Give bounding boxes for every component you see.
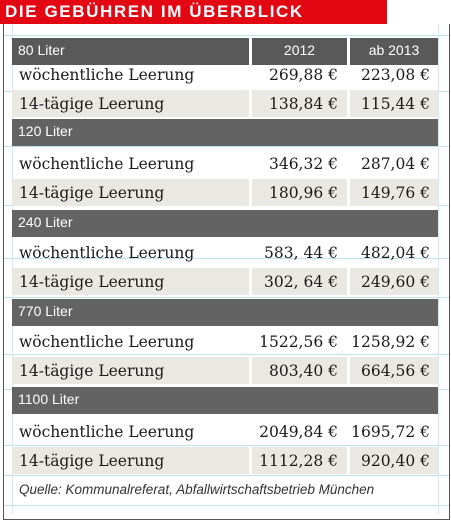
source-note: Quelle: Kommunalreferat, Abfallwirtschaf… (19, 482, 375, 497)
guide-line (4, 505, 449, 506)
guide-line (4, 35, 449, 36)
column-divider (347, 38, 350, 65)
column-divider (249, 90, 252, 117)
guide-line (4, 297, 449, 298)
group-header: 770 Liter (12, 299, 438, 326)
row-label: 14-tägige Leerung (19, 273, 165, 291)
value-2013: 482,04 € (360, 244, 430, 262)
value-2012: 138,84 € (268, 95, 338, 113)
table-row: 14-tägige Leerung 180,96 € 149,76 € (12, 179, 438, 206)
value-2013: 287,04 € (360, 155, 430, 173)
guide-line (4, 146, 449, 147)
value-2012: 2049,84 € (259, 423, 338, 441)
row-label: wöchentliche Leerung (19, 333, 195, 351)
table-row: 14-tägige Leerung 302, 64 € 249,60 € (12, 268, 438, 295)
row-label: wöchentliche Leerung (19, 244, 195, 262)
table-row: 14-tägige Leerung 138,84 € 115,44 € (12, 90, 438, 117)
group-header: 240 Liter (12, 210, 438, 237)
table-header: 80 Liter 2012 ab 2013 (12, 38, 438, 65)
header-2012: 2012 (283, 42, 316, 58)
table-frame (3, 24, 450, 520)
table-row: 14-tägige Leerung 1112,28 € 920,40 € (12, 447, 438, 474)
value-2012: 269,88 € (268, 66, 338, 84)
group-label: 770 Liter (18, 303, 73, 319)
value-2013: 223,08 € (360, 66, 430, 84)
column-divider (249, 38, 252, 65)
table-row: wöchentliche Leerung 346,32 € 287,04 € (12, 150, 438, 177)
value-2012: 1112,28 € (259, 452, 338, 470)
column-divider (347, 90, 350, 117)
row-label: wöchentliche Leerung (19, 66, 195, 84)
group-label: 1100 Liter (18, 391, 80, 407)
group-label: 120 Liter (18, 123, 73, 139)
table-row: wöchentliche Leerung 583, 44 € 482,04 € (12, 239, 438, 266)
guide-line (4, 445, 449, 446)
row-label: wöchentliche Leerung (19, 423, 195, 441)
value-2013: 149,76 € (360, 184, 430, 202)
row-label: 14-tägige Leerung (19, 452, 165, 470)
value-2012: 583, 44 € (264, 244, 338, 262)
page-title: DIE GEBÜHREN IM ÜBERBLICK (0, 0, 387, 24)
group-header: 1100 Liter (12, 387, 438, 414)
value-2012: 803,40 € (268, 362, 338, 380)
table-row: 14-tägige Leerung 803,40 € 664,56 € (12, 357, 438, 384)
row-label: 14-tägige Leerung (19, 184, 165, 202)
value-2013: 1695,72 € (351, 423, 430, 441)
column-divider (347, 357, 350, 384)
guide-line (4, 354, 449, 355)
table-row: wöchentliche Leerung 1522,56 € 1258,92 € (12, 328, 438, 355)
table-row: wöchentliche Leerung 269,88 € 223,08 € (12, 61, 438, 88)
row-label: wöchentliche Leerung (19, 155, 195, 173)
column-divider (249, 268, 252, 295)
guide-line-vertical (438, 24, 439, 514)
column-divider (249, 357, 252, 384)
value-2013: 920,40 € (360, 452, 430, 470)
group-label: 240 Liter (18, 214, 73, 230)
value-2013: 115,44 € (360, 95, 430, 113)
row-label: 14-tägige Leerung (19, 362, 165, 380)
value-2012: 302, 64 € (264, 273, 338, 291)
value-2013: 664,56 € (360, 362, 430, 380)
header-2013: ab 2013 (368, 42, 420, 58)
header-group-label: 80 Liter (18, 42, 65, 58)
guide-line (4, 258, 449, 259)
column-divider (249, 447, 252, 474)
column-divider (347, 268, 350, 295)
group-header: 120 Liter (12, 119, 438, 146)
value-2013: 249,60 € (360, 273, 430, 291)
row-label: 14-tägige Leerung (19, 95, 165, 113)
value-2013: 1258,92 € (351, 333, 430, 351)
table-row: wöchentliche Leerung 2049,84 € 1695,72 € (12, 418, 438, 445)
guide-line (4, 475, 449, 476)
column-divider (249, 179, 252, 206)
column-divider (347, 179, 350, 206)
value-2012: 180,96 € (268, 184, 338, 202)
value-2012: 346,32 € (268, 155, 338, 173)
value-2012: 1522,56 € (259, 333, 338, 351)
column-divider (347, 447, 350, 474)
